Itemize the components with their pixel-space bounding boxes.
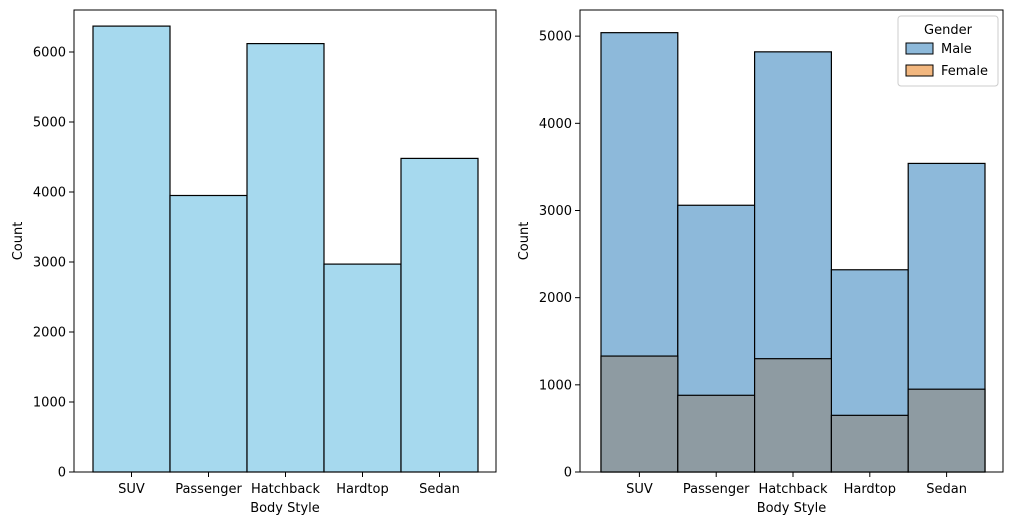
y-axis-label: Count — [11, 222, 26, 261]
x-tick-label: Sedan — [926, 482, 967, 497]
bar-female-hatchback — [753, 358, 832, 473]
x-tick-label: SUV — [626, 482, 653, 497]
y-tick-label: 0 — [58, 466, 66, 481]
bar-hardtop — [323, 263, 402, 473]
legend-label-male: Male — [941, 42, 972, 57]
y-tick-label: 2000 — [33, 326, 66, 341]
y-tick-label: 0 — [564, 466, 572, 481]
legend-label-female: Female — [941, 64, 988, 79]
bar-passenger — [169, 194, 248, 473]
axes-frame — [579, 9, 1004, 473]
bar-suv — [92, 25, 171, 473]
x-tick-label: Sedan — [419, 482, 460, 497]
y-tick-label: 2000 — [539, 291, 572, 306]
legend-swatch-male — [905, 42, 934, 55]
y-tick-label: 1000 — [539, 378, 572, 393]
y-tick-label: 1000 — [33, 396, 66, 411]
left-histogram-panel: 0 1000 2000 3000 4000 5000 6000 SUV Passenger Hat… — [11, 9, 497, 516]
x-tick-label: Passenger — [683, 482, 750, 497]
x-tick-label: SUV — [118, 482, 145, 497]
legend-swatch-female — [905, 64, 934, 77]
x-tick-label: Passenger — [175, 482, 242, 497]
right-histogram-panel: 0 1000 2000 3000 4000 5000 SUV Passenger Hatchba… — [517, 9, 1004, 516]
bar-female-passenger — [677, 394, 756, 473]
legend-title: Gender — [924, 23, 973, 38]
y-tick-label: 3000 — [539, 204, 572, 219]
x-tick-label: Hatchback — [758, 482, 828, 497]
y-axis-label: Count — [517, 222, 532, 261]
x-tick-label: Hardtop — [336, 482, 388, 497]
y-tick-label: 4000 — [33, 186, 66, 201]
x-tick-label: Hardtop — [844, 482, 896, 497]
bar-sedan — [400, 157, 479, 473]
bar-female-sedan — [907, 388, 986, 473]
y-tick-label: 3000 — [33, 256, 66, 271]
x-axis-label: Body Style — [250, 501, 320, 516]
bar-female-hardtop — [830, 414, 909, 473]
y-tick-label: 6000 — [33, 46, 66, 61]
y-tick-label: 4000 — [539, 117, 572, 132]
y-tick-label: 5000 — [539, 30, 572, 45]
y-tick-label: 5000 — [33, 116, 66, 131]
bar-hatchback — [246, 42, 325, 473]
x-tick-label: Hatchback — [251, 482, 321, 497]
x-axis-label: Body Style — [757, 501, 827, 516]
bar-female-suv — [600, 355, 679, 473]
